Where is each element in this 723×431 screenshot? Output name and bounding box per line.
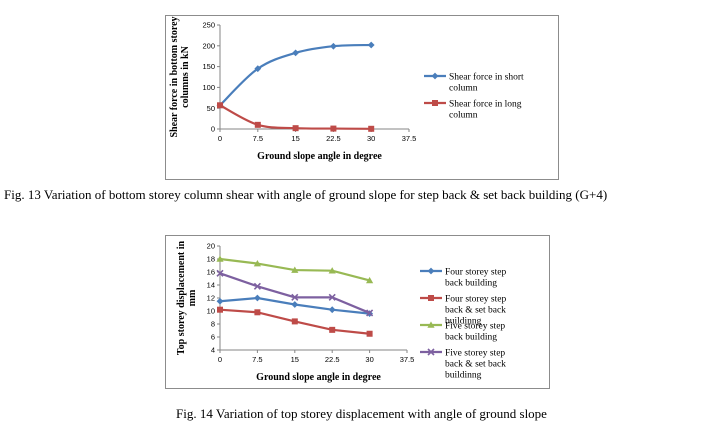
x-axis-title: Ground slope angle in degree <box>256 372 381 383</box>
legend-marker <box>427 321 435 328</box>
data-point <box>367 41 375 49</box>
y-tick-label: 14 <box>207 281 215 290</box>
y-tick-label: 4 <box>211 346 215 355</box>
legend-label: Shear force in short column <box>449 72 524 94</box>
data-point <box>216 269 224 277</box>
figure-14-caption: Fig. 14 Variation of top storey displace… <box>176 406 547 421</box>
legend-entry: Shear force in short column <box>424 72 524 94</box>
series-0 <box>216 41 375 109</box>
y-tick-label: 12 <box>207 294 215 303</box>
series-1 <box>217 102 375 132</box>
chart-top-displacement-svg: 4 6 8 10 12 14 16 18 20 0 7.5 15 22.5 30 37.5 Ground sl… <box>176 240 506 383</box>
y-axis-title: Top storey displacement inmm <box>176 240 198 355</box>
legend-marker <box>431 72 439 80</box>
y-tick-label: 16 <box>207 268 215 277</box>
y-tick-label: 8 <box>211 320 215 329</box>
x-tick-label: 0 <box>218 355 222 364</box>
y-axis-title: Shear force in bottom storeycolumns in k… <box>169 16 191 137</box>
figure-13-caption: Fig. 13 Variation of bottom storey colum… <box>4 187 608 202</box>
data-point <box>253 282 261 290</box>
data-point <box>254 309 261 316</box>
legend-label: Four storey step back building <box>445 268 506 289</box>
y-tick-label: 100 <box>202 83 215 92</box>
data-point <box>291 266 299 273</box>
data-point <box>291 318 298 325</box>
x-tick-label: 15 <box>291 355 299 364</box>
data-point <box>329 326 336 333</box>
legend-entry: Four storey step back building <box>420 268 506 289</box>
data-point <box>330 125 337 132</box>
x-tick-label: 37.5 <box>402 134 417 143</box>
legend-label: Five storey step back building <box>445 322 505 343</box>
x-tick-label: 37.5 <box>400 355 415 364</box>
data-point <box>366 276 374 284</box>
chart-shear-force: 0 50 100 150 200 250 0 7.5 15 22.5 30 37.5 Ground sl… <box>165 15 559 180</box>
data-point <box>328 306 336 314</box>
legend-entry: Five storey step back building <box>420 321 505 343</box>
series-3 <box>216 269 374 317</box>
data-point <box>366 330 373 337</box>
data-point <box>216 297 224 305</box>
y-tick-label: 10 <box>207 307 215 316</box>
legend-marker <box>428 295 434 301</box>
series-1 <box>217 306 373 337</box>
x-tick-label: 0 <box>218 134 222 143</box>
data-point <box>291 301 299 308</box>
data-point <box>217 306 223 313</box>
data-point <box>291 293 299 301</box>
x-tick-label: 7.5 <box>253 134 263 143</box>
data-point <box>217 102 223 109</box>
y-tick-label: 50 <box>207 104 215 113</box>
y-tick-label: 200 <box>202 41 215 50</box>
data-point <box>292 49 299 57</box>
x-tick-label: 30 <box>365 355 373 364</box>
y-tick-label: 18 <box>207 255 215 264</box>
data-point <box>254 65 262 73</box>
legend-entry: Four storey step back & set back buildinng <box>420 295 506 327</box>
data-point <box>253 259 261 267</box>
x-tick-label: 22.5 <box>326 134 341 143</box>
legend-entry: Five storey step back & set back buildinng <box>420 348 506 381</box>
chart-shear-force-svg: 0 50 100 150 200 250 0 7.5 15 22.5 30 37.5 Ground sl… <box>169 16 524 162</box>
y-tick-label: 6 <box>211 333 215 342</box>
legend-label: Shear force in long column <box>449 99 522 121</box>
data-point <box>216 255 224 262</box>
data-point <box>366 309 374 317</box>
legend-marker <box>427 348 435 356</box>
x-tick-label: 15 <box>291 134 299 143</box>
y-tick-label: 150 <box>202 62 215 71</box>
x-tick-label: 22.5 <box>325 355 340 364</box>
data-point <box>328 267 336 274</box>
legend-entry: Shear force in long column <box>424 99 522 121</box>
x-tick-label: 7.5 <box>252 355 262 364</box>
data-point <box>292 125 299 132</box>
data-point <box>330 42 337 50</box>
y-tick-label: 250 <box>202 21 215 30</box>
x-tick-label: 30 <box>367 134 375 143</box>
y-tick-label: 0 <box>211 125 215 134</box>
y-tick-label: 20 <box>207 242 215 251</box>
data-point <box>254 294 261 302</box>
legend-marker <box>432 100 438 106</box>
x-axis-title: Ground slope angle in degree <box>257 151 382 162</box>
data-point <box>368 125 375 132</box>
series-2 <box>216 255 374 284</box>
data-point <box>254 121 261 128</box>
data-point <box>328 293 336 301</box>
chart-top-displacement: 4 6 8 10 12 14 16 18 20 0 7.5 15 22.5 30 37.5 Ground sl… <box>165 235 550 389</box>
legend-label: Four storey step back & set back buildinng <box>445 295 506 327</box>
legend-marker <box>427 267 435 275</box>
legend-label: Five storey step back & set back buildinng <box>445 349 506 381</box>
